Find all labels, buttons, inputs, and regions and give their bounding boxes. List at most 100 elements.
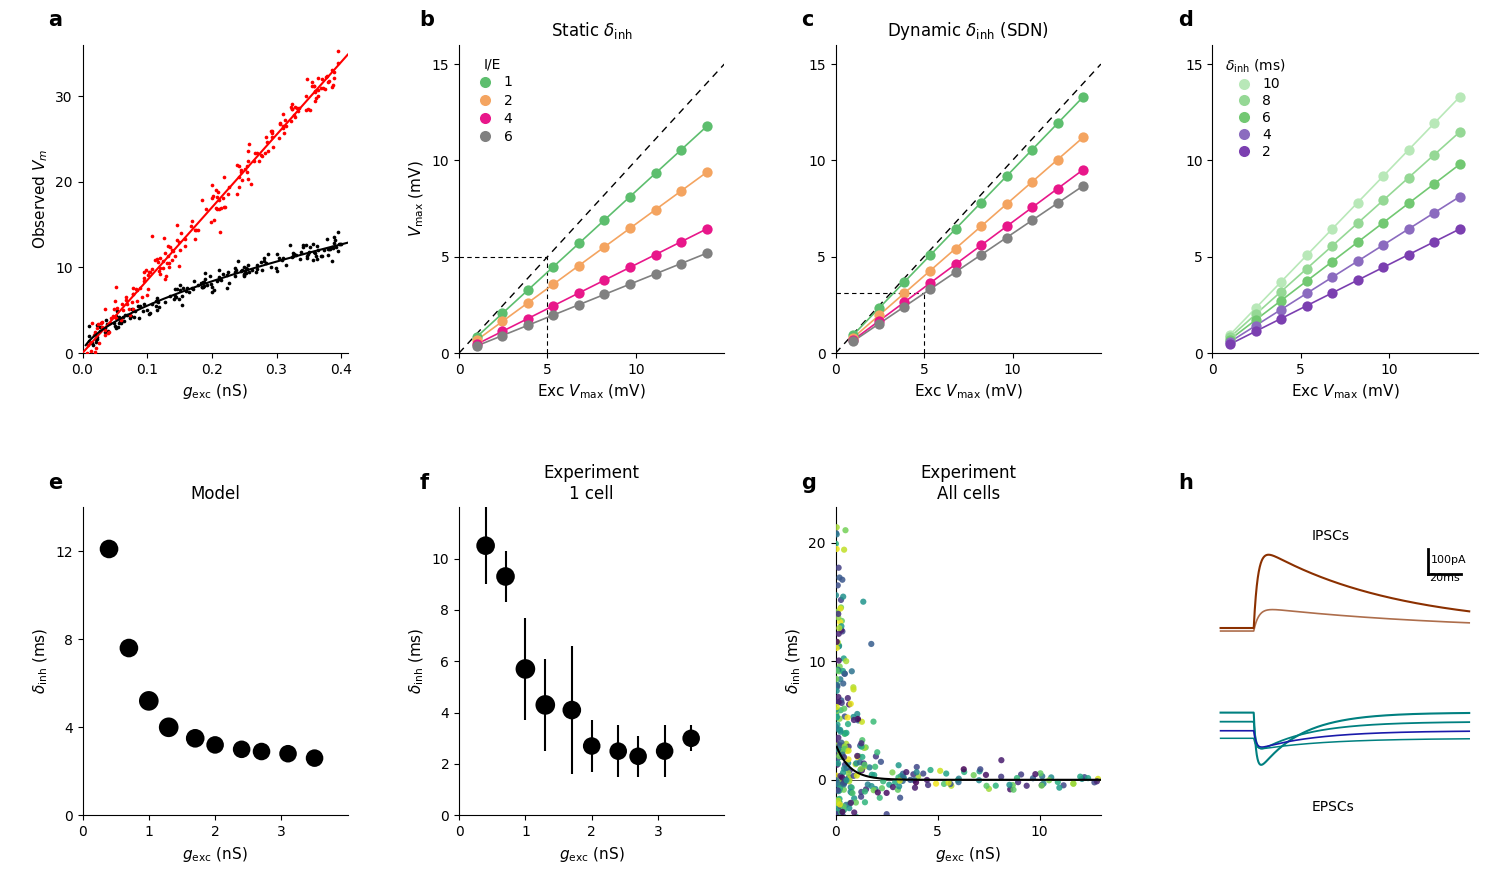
Point (1076, 771, 1100, 785)
Text: f: f (420, 473, 429, 493)
Point (969, 195, 993, 210)
Point (831, 747, 855, 762)
Point (76, 328, 101, 342)
Point (924, 777, 948, 791)
Point (1244, 301, 1268, 315)
Text: c: c (801, 11, 813, 30)
Point (844, 810, 868, 824)
Point (626, 749, 650, 763)
Point (1032, 777, 1056, 791)
Point (567, 237, 591, 251)
Point (490, 314, 514, 329)
Point (273, 112, 297, 126)
Point (888, 790, 912, 805)
Point (618, 260, 642, 274)
Point (516, 318, 540, 332)
Point (974, 768, 998, 782)
Point (839, 814, 862, 828)
Point (225, 263, 249, 278)
Point (120, 280, 144, 295)
Point (867, 301, 891, 315)
Point (864, 782, 888, 797)
Point (694, 246, 718, 261)
Point (327, 237, 351, 252)
Point (316, 242, 340, 256)
Point (892, 771, 916, 785)
Point (833, 542, 856, 556)
Point (224, 261, 248, 275)
Point (90, 315, 114, 330)
Point (844, 749, 868, 763)
Point (490, 324, 514, 339)
Point (246, 146, 270, 160)
Point (98, 542, 122, 556)
Point (148, 266, 172, 280)
Point (880, 765, 904, 780)
Point (840, 882, 864, 896)
Point (849, 789, 873, 804)
Point (850, 715, 874, 729)
Point (1371, 260, 1395, 274)
Point (86, 317, 109, 332)
Point (1448, 157, 1472, 171)
Point (837, 801, 861, 815)
Point (172, 239, 196, 254)
Point (99, 311, 123, 325)
Point (1023, 767, 1047, 781)
Point (132, 273, 156, 288)
Point (852, 595, 876, 609)
Point (82, 345, 106, 359)
Point (842, 833, 866, 848)
Point (831, 843, 855, 857)
Point (830, 736, 854, 750)
Point (825, 684, 849, 698)
Point (831, 805, 855, 819)
Point (868, 754, 892, 769)
Point (147, 300, 171, 314)
Point (117, 641, 141, 655)
Point (314, 70, 338, 84)
Point (834, 832, 858, 847)
Point (837, 697, 861, 711)
Point (1029, 766, 1053, 780)
Point (102, 319, 126, 333)
Point (228, 179, 252, 194)
Point (837, 770, 861, 784)
Text: e: e (48, 473, 63, 493)
Point (200, 276, 223, 290)
Point (282, 100, 306, 115)
Point (825, 678, 849, 693)
Point (842, 821, 866, 835)
Point (1294, 274, 1318, 289)
Point (202, 213, 226, 228)
Point (827, 806, 850, 821)
Point (1422, 177, 1446, 191)
Point (830, 619, 854, 633)
Point (903, 780, 927, 795)
Point (152, 231, 176, 246)
Point (825, 822, 849, 836)
Point (98, 324, 122, 339)
Point (272, 119, 296, 134)
Point (112, 308, 136, 323)
Point (844, 769, 868, 783)
Point (1448, 189, 1472, 203)
Point (644, 202, 668, 217)
Point (135, 288, 159, 302)
Point (75, 338, 99, 352)
Point (828, 601, 852, 616)
Point (110, 315, 134, 330)
Point (112, 314, 136, 328)
Point (264, 263, 288, 278)
Point (542, 260, 566, 274)
Point (165, 233, 189, 247)
Point (276, 746, 300, 761)
Point (202, 283, 226, 297)
Point (837, 771, 861, 786)
Point (542, 308, 566, 323)
Point (969, 238, 993, 253)
Point (209, 225, 232, 239)
Point (828, 745, 852, 759)
Point (190, 193, 214, 207)
Point (1244, 324, 1268, 339)
